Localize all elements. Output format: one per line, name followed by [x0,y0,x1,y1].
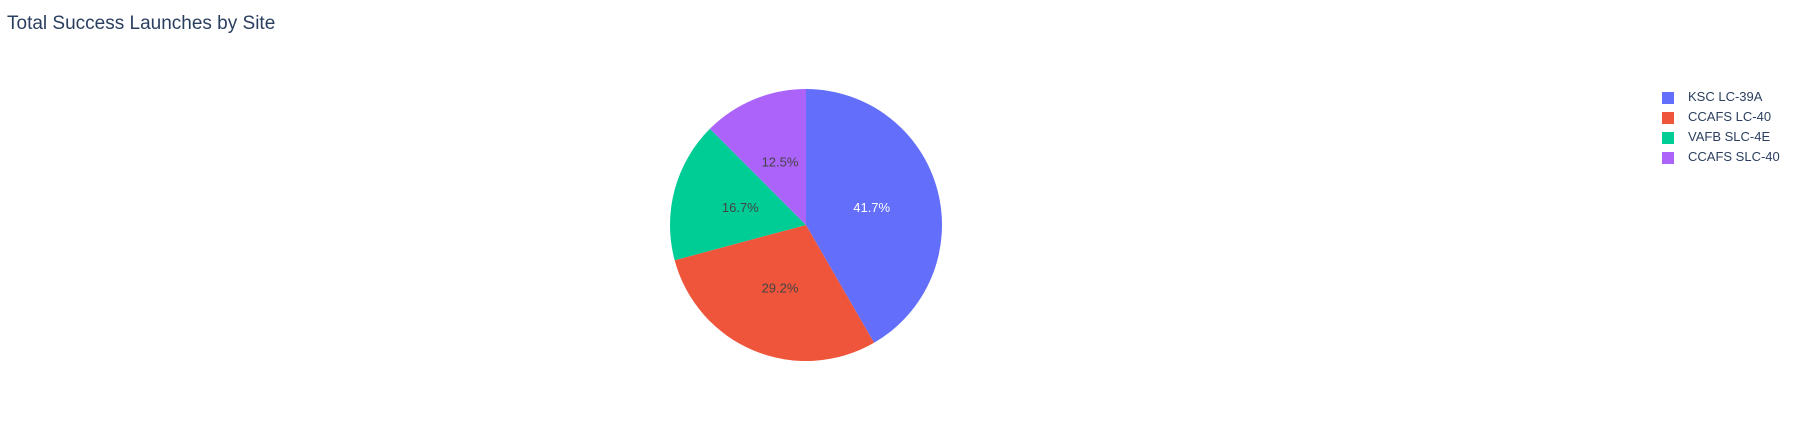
slice-percent-label: 16.7% [722,200,759,215]
chart-title: Total Success Launches by Site [7,13,276,34]
pie-slice-ccafs-lc-40[interactable] [674,225,875,361]
legend-swatch [1662,112,1674,124]
legend-label: CCAFS SLC-40 [1688,149,1780,164]
slice-percent-label: 12.5% [762,155,799,170]
slice-percent-label: 29.2% [762,280,799,295]
legend-label: KSC LC-39A [1688,89,1763,104]
legend-label: VAFB SLC-4E [1688,129,1771,144]
legend-swatch [1662,132,1674,144]
pie-slice-ccafs-slc-40[interactable] [709,89,806,225]
pie-slices [670,89,942,361]
pie-labels: 41.7% 29.2% 16.7% 12.5% [722,155,891,296]
legend-label: CCAFS LC-40 [1688,109,1772,124]
slice-percent-label: 41.7% [853,200,890,215]
legend-swatch [1662,152,1674,164]
pie-slice-vafb-slc-4e[interactable] [670,128,806,261]
legend-swatch [1662,92,1674,104]
pie-slice-ksc-lc-39a[interactable] [806,89,942,343]
